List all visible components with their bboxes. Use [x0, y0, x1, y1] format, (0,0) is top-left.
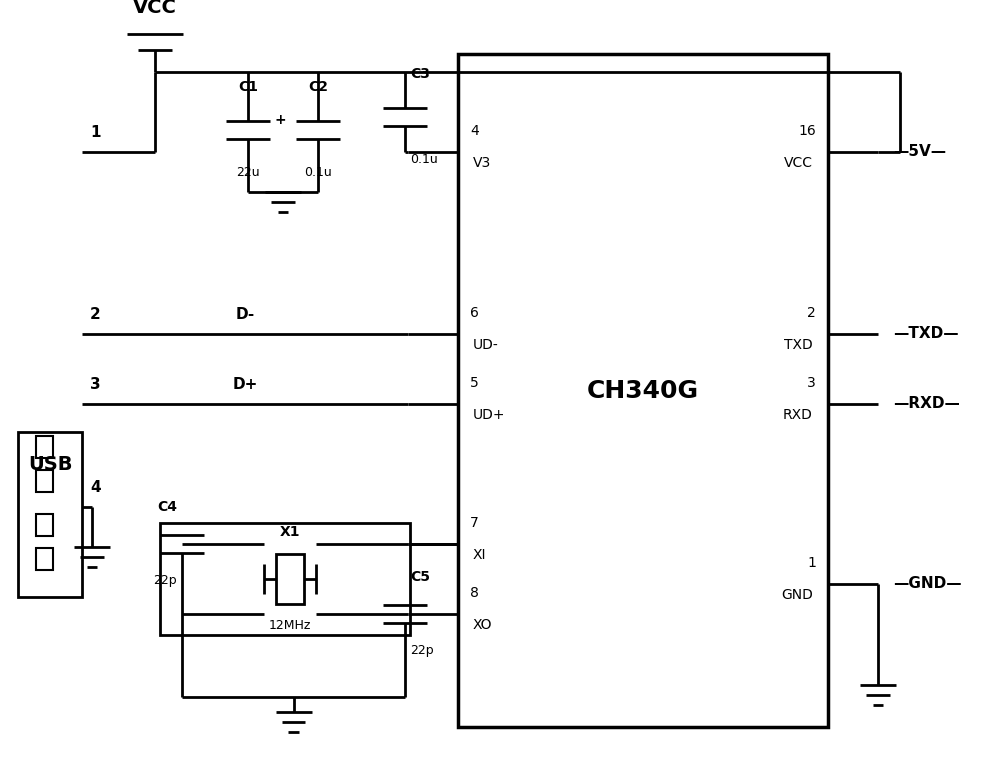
Text: C4: C4	[157, 500, 177, 514]
Text: 6: 6	[470, 306, 479, 320]
Text: 1: 1	[90, 125, 100, 140]
Text: UD-: UD-	[473, 338, 499, 352]
Text: TXD: TXD	[784, 338, 813, 352]
Text: 4: 4	[90, 480, 101, 495]
Text: 16: 16	[798, 124, 816, 138]
Text: 7: 7	[470, 516, 479, 530]
Bar	[36, 436, 53, 458]
Text: 2: 2	[90, 307, 101, 322]
Bar	[36, 548, 53, 570]
Text: USB: USB	[28, 455, 72, 474]
Text: 1: 1	[807, 556, 816, 570]
Text: C5: C5	[410, 570, 430, 584]
Text: CH340G: CH340G	[587, 378, 699, 403]
Bar	[276, 554, 304, 604]
Text: 0.1u: 0.1u	[304, 166, 332, 179]
Text: XO: XO	[473, 618, 493, 632]
Text: VCC: VCC	[133, 0, 177, 17]
Text: 0.1u: 0.1u	[410, 153, 438, 166]
Text: 8: 8	[470, 586, 479, 600]
Text: 3: 3	[807, 376, 816, 390]
Text: 22p: 22p	[153, 574, 177, 587]
Text: 4: 4	[470, 124, 479, 138]
Text: V3: V3	[473, 156, 491, 170]
Text: 3: 3	[90, 377, 101, 392]
Text: —5V—: —5V—	[893, 145, 946, 160]
Text: D-: D-	[235, 307, 255, 322]
Bar	[458, 54, 828, 727]
Text: X1: X1	[280, 525, 300, 539]
Text: RXD: RXD	[783, 408, 813, 422]
Text: 22p: 22p	[410, 644, 434, 657]
Text: D+: D+	[232, 377, 258, 392]
Text: 22u: 22u	[236, 166, 260, 179]
Text: —RXD—: —RXD—	[893, 396, 960, 411]
Text: C3: C3	[410, 67, 430, 81]
Bar	[18, 432, 82, 597]
Text: VCC: VCC	[784, 156, 813, 170]
Text: +: +	[274, 113, 286, 127]
Bar	[36, 514, 53, 536]
Text: —GND—: —GND—	[893, 576, 962, 591]
Bar	[160, 523, 410, 635]
Text: C2: C2	[308, 80, 328, 94]
Text: 12MHz: 12MHz	[269, 619, 311, 632]
Text: —TXD—: —TXD—	[893, 327, 959, 342]
Text: 5: 5	[470, 376, 479, 390]
Bar	[36, 470, 53, 492]
Text: GND: GND	[781, 588, 813, 602]
Text: 2: 2	[807, 306, 816, 320]
Text: UD+: UD+	[473, 408, 506, 422]
Text: XI: XI	[473, 548, 487, 562]
Text: C1: C1	[238, 80, 258, 94]
